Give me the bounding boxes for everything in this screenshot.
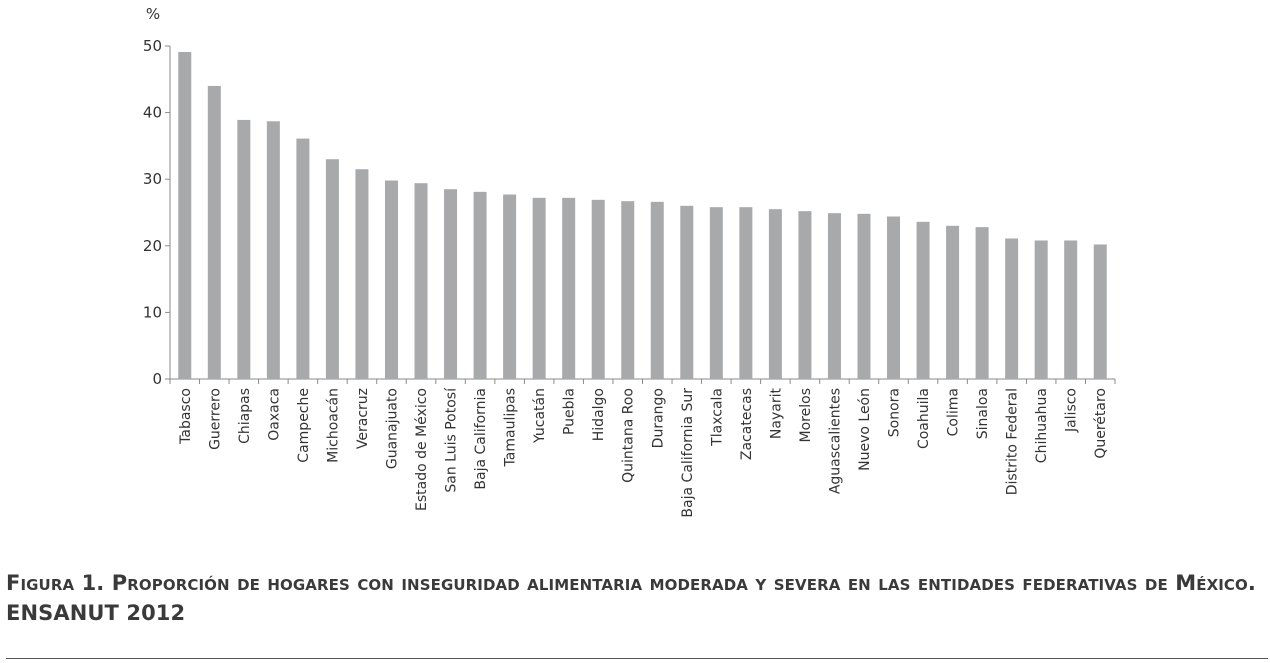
figure-caption: Figura 1. Proporción de hogares con inse…	[6, 571, 1256, 625]
x-category-label: Tabasco	[178, 388, 194, 445]
category-labels: Tabasco Guerrero Chiapas Oaxaca Campeche Mich…	[178, 387, 1109, 518]
bar	[1034, 240, 1048, 379]
bar	[621, 201, 635, 379]
bar	[1005, 238, 1019, 379]
y-axis-unit-label: %	[146, 5, 160, 23]
bar	[325, 159, 339, 379]
x-category-label: San Luis Potosí	[444, 387, 460, 493]
bar	[709, 207, 723, 379]
x-category-label: Michoacán	[325, 388, 341, 463]
y-tick-label: 20	[143, 237, 162, 255]
x-category-label: Jalisco	[1064, 388, 1080, 433]
y-tick-label: 30	[143, 170, 162, 188]
bar	[532, 197, 546, 379]
bar	[887, 216, 901, 379]
bar	[562, 197, 576, 379]
x-category-label: Baja California	[473, 388, 489, 490]
x-category-label: Yucatán	[532, 388, 548, 444]
x-category-label: Hidalgo	[591, 388, 607, 441]
bar	[827, 213, 841, 379]
x-category-label: Baja California Sur	[680, 388, 696, 518]
x-category-label: Nuevo León	[857, 388, 873, 471]
bottom-divider	[6, 658, 1268, 659]
bar	[768, 209, 782, 379]
x-axis	[169, 378, 1116, 384]
x-category-label: Puebla	[562, 388, 578, 435]
bar	[857, 213, 871, 379]
x-category-label: Guanajuato	[384, 388, 400, 469]
bar	[444, 189, 458, 379]
bar	[355, 169, 369, 379]
bar	[473, 191, 487, 379]
bar	[916, 221, 930, 379]
x-category-label: Zacatecas	[739, 388, 755, 460]
bar	[650, 201, 664, 379]
bar	[266, 121, 280, 380]
bar	[946, 225, 960, 379]
bar	[237, 119, 251, 380]
bar	[207, 85, 221, 380]
x-category-label: Distrito Federal	[1005, 388, 1021, 495]
x-category-label: Tlaxcala	[709, 388, 725, 447]
bar	[680, 205, 694, 379]
x-category-label: Sinaloa	[975, 388, 991, 439]
x-category-label: Quintana Roo	[621, 388, 637, 483]
x-category-label: Aguascalientes	[827, 388, 843, 494]
x-category-label: Nayarit	[768, 388, 784, 440]
bar	[975, 227, 989, 379]
x-category-label: Sonora	[887, 388, 903, 437]
bar	[591, 199, 605, 379]
bar	[798, 211, 812, 379]
y-tick-label: 40	[143, 104, 162, 122]
x-category-label: Veracruz	[355, 388, 371, 449]
y-tick-label: 10	[143, 303, 162, 321]
y-tick-label: 0	[152, 370, 162, 388]
bar	[178, 51, 192, 380]
bar-chart: % 0 10 20 30 40 50 Tabasco Guerrero Chiapas Oaxa…	[143, 5, 1116, 518]
x-category-label: Chihuahua	[1034, 388, 1050, 463]
bar	[1093, 244, 1107, 379]
x-category-label: Colima	[946, 388, 962, 436]
x-category-label: Durango	[650, 388, 666, 448]
bar	[414, 183, 428, 379]
bars	[178, 51, 1107, 380]
x-category-label: Coahuila	[916, 388, 932, 449]
bar	[739, 207, 753, 379]
x-category-label: Querétaro	[1093, 388, 1109, 459]
x-category-label: Tamaulipas	[503, 388, 519, 467]
x-category-label: Guerrero	[207, 388, 223, 450]
x-category-label: Campeche	[296, 388, 312, 463]
x-category-label: Estado de México	[414, 388, 430, 511]
x-category-label: Oaxaca	[266, 388, 282, 441]
bar	[296, 138, 310, 379]
bar	[503, 194, 517, 379]
bar	[384, 180, 398, 379]
y-axis: 0 10 20 30 40 50	[143, 37, 171, 388]
y-tick-label: 50	[143, 37, 162, 55]
x-category-label: Morelos	[798, 388, 814, 442]
x-category-label: Chiapas	[237, 388, 253, 444]
bar	[1064, 240, 1078, 379]
